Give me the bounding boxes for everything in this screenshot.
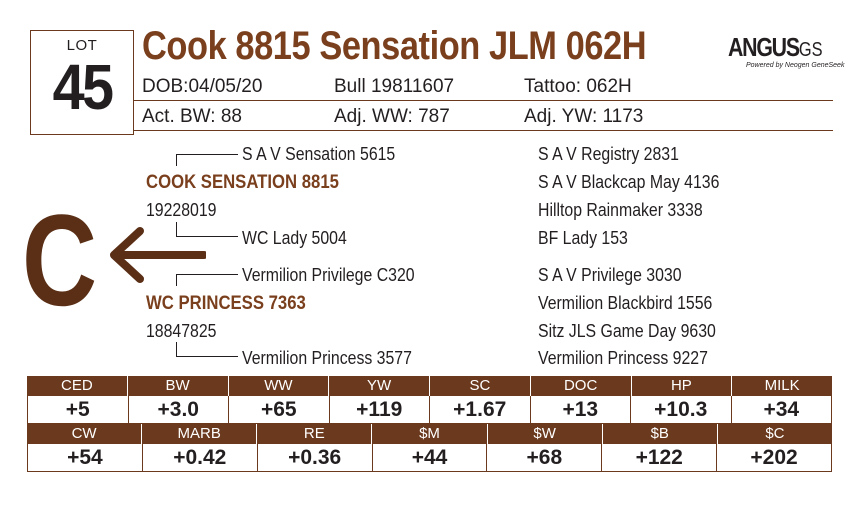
- adjusted-weaning-weight: Adj. WW: 787: [334, 106, 450, 127]
- dob: DOB:04/05/20: [142, 76, 263, 97]
- epd-value: +0.42: [143, 444, 258, 471]
- epd-value: +122: [602, 444, 718, 471]
- epd-value: +119: [330, 396, 430, 423]
- epd-header: HP: [632, 376, 733, 396]
- pedigree-connector: [176, 356, 238, 357]
- logo-subtitle: Powered by Neogen GeneSeek: [746, 62, 845, 69]
- logo-text: ANGUSGS: [728, 32, 823, 62]
- sire-name: COOK SENSATION 8815: [146, 172, 339, 193]
- pedigree-connector: [176, 342, 177, 356]
- epd-value: +10.3: [631, 396, 732, 423]
- epd-value: +3.0: [129, 396, 229, 423]
- arrow-left-icon: [110, 227, 206, 283]
- epd-value-row: +5 +3.0 +65 +119 +1.67 +13 +10.3 +34: [27, 396, 832, 424]
- pedigree-connector: [176, 274, 238, 275]
- angus-gs-logo: ANGUSGS Powered by Neogen GeneSeek: [728, 32, 844, 74]
- epd-value-row: +54 +0.42 +0.36 +44 +68 +122 +202: [27, 444, 832, 472]
- epd-header-row: CW MARB RE $M $W $B $C: [27, 424, 832, 444]
- epd-value: +1.67: [430, 396, 531, 423]
- epd-value: +0.36: [258, 444, 373, 471]
- epd-value: +68: [487, 444, 603, 471]
- lot-box: LOT 45: [30, 30, 134, 135]
- epd-value: +44: [373, 444, 488, 471]
- ancestor: Vermilion Blackbird 1556: [538, 293, 713, 313]
- epd-table-2: CW MARB RE $M $W $B $C +54 +0.42 +0.36 +…: [27, 424, 832, 472]
- epd-header: DOC: [531, 376, 632, 396]
- dam-dam: Vermilion Princess 3577: [242, 348, 412, 368]
- lot-label: LOT: [66, 37, 98, 54]
- info-row-2: Act. BW: 88 Adj. WW: 787 Adj. YW: 1173: [134, 106, 833, 131]
- epd-header: $B: [603, 424, 718, 444]
- dam-name: WC PRINCESS 7363: [146, 293, 306, 314]
- info-row-1: DOB:04/05/20 Bull 19811607 Tattoo: 062H: [134, 76, 833, 101]
- epd-header: BW: [128, 376, 229, 396]
- epd-table-1: CED BW WW YW SC DOC HP MILK +5 +3.0 +65 …: [27, 376, 832, 424]
- epd-header-row: CED BW WW YW SC DOC HP MILK: [27, 376, 832, 396]
- epd-value: +34: [763, 398, 800, 421]
- adjusted-yearling-weight: Adj. YW: 1173: [524, 106, 644, 127]
- sire-dam: WC Lady 5004: [242, 228, 347, 248]
- epd-value: +13: [531, 396, 631, 423]
- actual-birth-weight: Act. BW: 88: [142, 106, 242, 127]
- dam-sire: Vermilion Privilege C320: [242, 265, 415, 285]
- pedigree-connector: [176, 236, 238, 237]
- epd-header: SC: [430, 376, 531, 396]
- ancestor: S A V Blackcap May 4136: [538, 172, 720, 192]
- registration: Bull 19811607: [334, 76, 455, 97]
- epd-value: +54: [28, 444, 143, 471]
- epd-header: WW: [229, 376, 330, 396]
- epd-value: +202: [750, 446, 798, 469]
- epd-value: +5: [28, 396, 129, 423]
- pedigree-connector: [176, 274, 177, 286]
- pedigree-connector: [176, 154, 177, 166]
- epd-header: CW: [27, 424, 143, 444]
- lot-number: 45: [52, 51, 114, 123]
- ancestor: Sitz JLS Game Day 9630: [538, 321, 716, 341]
- pedigree-connector: [176, 222, 177, 236]
- epd-header: YW: [329, 376, 430, 396]
- epd-header: $M: [372, 424, 488, 444]
- sire-sire: S A V Sensation 5615: [242, 144, 396, 164]
- dam-registration: 18847825: [146, 321, 217, 341]
- tattoo: Tattoo: 062H: [524, 76, 632, 97]
- epd-header: RE: [257, 424, 373, 444]
- epd-header: $C: [765, 425, 785, 442]
- ancestor: Vermilion Princess 9227: [538, 348, 708, 368]
- pedigree-connector: [176, 154, 238, 155]
- ancestor: S A V Privilege 3030: [538, 265, 682, 285]
- ancestor: S A V Registry 2831: [538, 144, 679, 164]
- epd-header: MILK: [764, 377, 800, 394]
- sale-marker-letter: C: [22, 187, 98, 333]
- animal-name-title: Cook 8815 Sensation JLM 062H: [142, 24, 647, 68]
- epd-value: +65: [229, 396, 330, 423]
- ancestor: Hilltop Rainmaker 3338: [538, 200, 703, 220]
- epd-header: CED: [27, 376, 128, 396]
- epd-header: MARB: [142, 424, 258, 444]
- ancestor: BF Lady 153: [538, 228, 628, 248]
- sire-registration: 19228019: [146, 200, 217, 220]
- epd-header: $W: [488, 424, 603, 444]
